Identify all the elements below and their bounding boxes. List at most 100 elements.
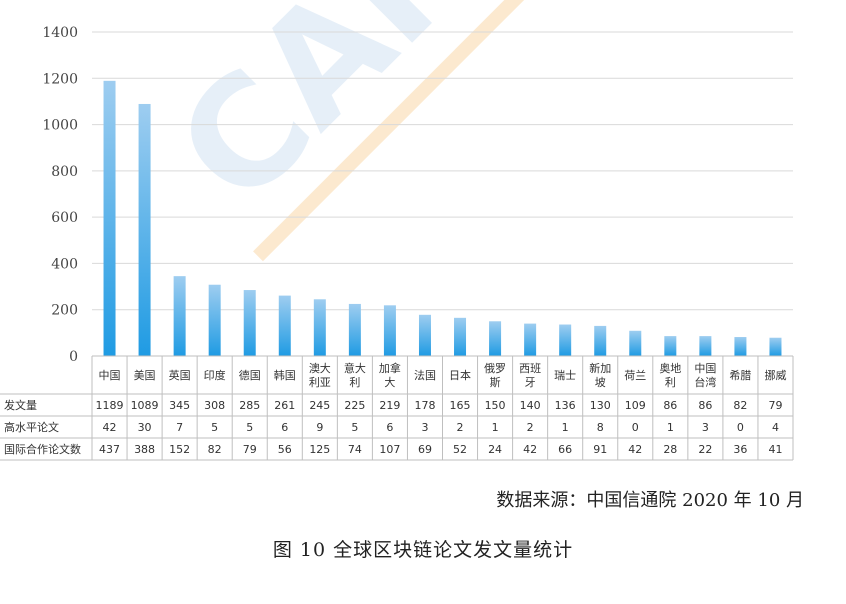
table-cell: 6 xyxy=(386,421,393,434)
category-label: 澳大利亚 xyxy=(309,361,331,389)
table-cell: 2 xyxy=(457,421,464,434)
table-cell: 5 xyxy=(351,421,358,434)
table-cell: 91 xyxy=(593,443,607,456)
y-tick-label: 800 xyxy=(51,164,78,180)
bar xyxy=(173,276,186,356)
category-label-line: 法国 xyxy=(414,368,436,382)
table-cell: 66 xyxy=(558,443,572,456)
bar xyxy=(664,336,677,356)
source-note: 数据来源：中国信通院 2020 年 10 月 xyxy=(496,490,804,511)
bar xyxy=(629,330,642,356)
table-cell: 42 xyxy=(523,443,537,456)
category-label-line: 希腊 xyxy=(729,368,751,382)
category-label-line: 意大 xyxy=(344,361,366,375)
table-cell: 42 xyxy=(103,421,117,434)
category-label: 奥地利 xyxy=(659,361,681,389)
table-cell: 82 xyxy=(733,399,747,412)
category-label-line: 坡 xyxy=(595,376,606,389)
table-cell: 140 xyxy=(520,399,541,412)
category-label-line: 澳大 xyxy=(309,361,331,375)
category-label: 荷兰 xyxy=(624,369,646,382)
table-cell: 107 xyxy=(379,443,400,456)
category-label-line: 中国 xyxy=(694,362,716,375)
table-cell: 52 xyxy=(453,443,467,456)
category-label-line: 韩国 xyxy=(274,368,296,382)
category-label: 意大利 xyxy=(344,361,366,389)
category-label: 俄罗斯 xyxy=(484,362,506,389)
category-label: 新加坡 xyxy=(589,361,611,389)
bar xyxy=(383,305,396,356)
category-label-line: 利亚 xyxy=(309,376,331,389)
category-label-line: 英国 xyxy=(169,368,191,382)
y-axis-ticks: 0 200 400 600 800 1000 1200 1400 xyxy=(42,25,78,365)
row-header: 发文量 xyxy=(4,398,37,412)
gridlines xyxy=(92,31,793,357)
category-label-line: 奥地 xyxy=(659,361,681,375)
table-cell: 36 xyxy=(733,443,747,456)
bar xyxy=(243,290,256,356)
table-cell: 30 xyxy=(138,421,152,434)
category-label-line: 挪威 xyxy=(764,368,786,382)
bar xyxy=(103,80,116,357)
table-cell: 74 xyxy=(348,443,362,456)
category-label-line: 新加 xyxy=(589,361,611,375)
bar xyxy=(594,325,607,356)
table-cell: 6 xyxy=(281,421,288,434)
bar xyxy=(313,299,326,356)
y-tick-label: 1000 xyxy=(42,118,78,134)
category-label: 中国台湾 xyxy=(694,362,716,389)
bar xyxy=(348,303,361,356)
bar xyxy=(699,336,712,356)
category-label-line: 中国 xyxy=(99,369,121,382)
table-cell: 1 xyxy=(667,421,674,434)
category-label-line: 德国 xyxy=(239,368,261,382)
y-tick-label: 1400 xyxy=(42,25,78,41)
table-cell: 9 xyxy=(316,421,323,434)
category-label-line: 利 xyxy=(665,376,676,389)
y-tick-label: 0 xyxy=(69,349,78,365)
category-label: 法国 xyxy=(414,368,436,382)
category-label: 西班牙 xyxy=(519,362,541,389)
bar xyxy=(138,103,151,356)
table-cell: 261 xyxy=(274,399,295,412)
category-label: 日本 xyxy=(449,368,471,382)
table-cell: 5 xyxy=(211,421,218,434)
table-cell: 285 xyxy=(239,399,260,412)
category-label: 美国 xyxy=(134,369,156,382)
bar xyxy=(559,324,572,356)
table-cell: 1089 xyxy=(131,399,159,412)
y-tick-label: 1200 xyxy=(42,71,78,87)
bar xyxy=(769,337,782,356)
table-cell: 8 xyxy=(597,421,604,434)
bar xyxy=(524,323,537,356)
bar xyxy=(454,317,467,356)
table-cell: 3 xyxy=(702,421,709,434)
table-cell: 41 xyxy=(768,443,782,456)
table-cell: 136 xyxy=(555,399,576,412)
table-cell: 245 xyxy=(309,399,330,412)
table-cell: 165 xyxy=(450,399,471,412)
table-cell: 42 xyxy=(628,443,642,456)
table-cell: 56 xyxy=(278,443,292,456)
category-label: 英国 xyxy=(169,368,191,382)
table-cell: 22 xyxy=(698,443,712,456)
table-cell: 69 xyxy=(418,443,432,456)
table-cell: 388 xyxy=(134,443,155,456)
bar xyxy=(489,321,502,356)
bar xyxy=(208,284,221,356)
table-cell: 79 xyxy=(243,443,257,456)
table-cell: 152 xyxy=(169,443,190,456)
category-label-line: 台湾 xyxy=(694,375,716,389)
y-tick-label: 600 xyxy=(51,210,78,226)
category-label: 希腊 xyxy=(729,368,751,382)
table-cell: 24 xyxy=(488,443,502,456)
category-label-line: 利 xyxy=(349,376,360,389)
table-cell: 5 xyxy=(246,421,253,434)
category-label: 中国 xyxy=(99,369,121,382)
category-label: 瑞士 xyxy=(554,368,576,382)
table-cell: 219 xyxy=(379,399,400,412)
bar xyxy=(734,337,747,356)
table-cell: 0 xyxy=(632,421,639,434)
